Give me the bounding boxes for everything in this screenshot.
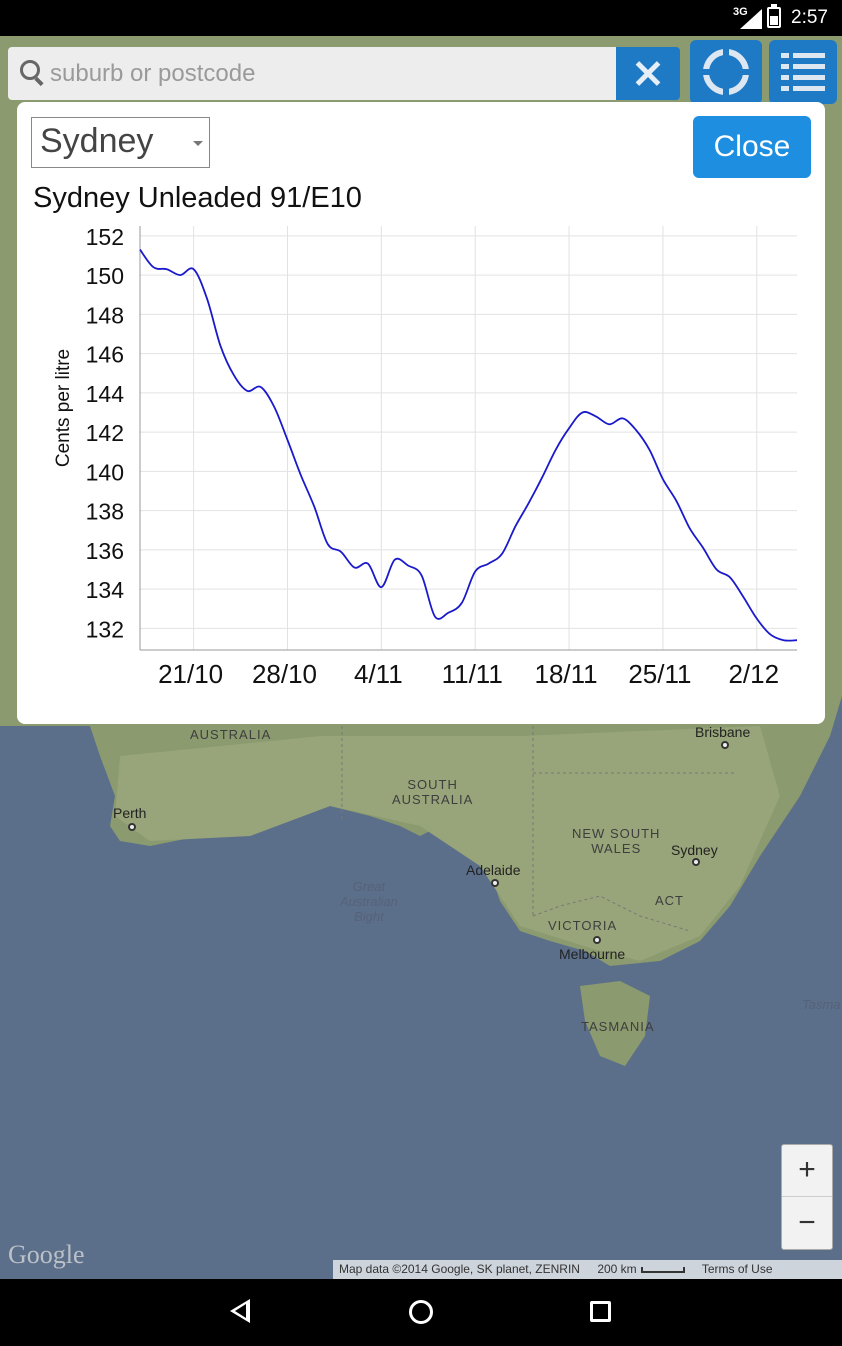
crosshair-icon <box>701 47 751 97</box>
y-tick-label: 148 <box>86 302 124 328</box>
y-tick-label: 142 <box>86 420 124 446</box>
map-dot-perth <box>128 823 136 831</box>
network-type: 3G <box>733 6 748 18</box>
map-label-new-south-wales: NEW SOUTH WALES <box>572 826 661 856</box>
zoom-in-button[interactable]: + <box>782 1145 832 1197</box>
x-tick-label: 2/12 <box>728 659 779 689</box>
scale-bar <box>640 1266 685 1273</box>
y-tick-label: 134 <box>86 577 125 603</box>
map-label-act: ACT <box>655 893 684 908</box>
map-label-western-australia: AUSTRALIA <box>190 727 272 742</box>
y-tick-label: 150 <box>86 263 124 289</box>
x-tick-label: 28/10 <box>252 659 317 689</box>
status-bar: 3G 2:57 <box>0 0 842 36</box>
navigation-bar <box>0 1279 842 1346</box>
locate-button[interactable] <box>690 40 762 104</box>
battery-icon <box>767 4 781 28</box>
signal-icon <box>740 9 762 29</box>
x-tick-label: 18/11 <box>534 659 597 689</box>
map-city-sydney[interactable]: Sydney <box>671 842 718 858</box>
dropdown-arrow-icon <box>193 141 203 146</box>
map-label-tasman: Tasma <box>802 997 841 1012</box>
terms-link[interactable]: Terms of Use <box>701 1262 773 1276</box>
x-tick-label: 4/11 <box>354 659 403 689</box>
y-axis-label: Cents per litre <box>53 349 74 467</box>
home-icon[interactable] <box>409 1300 433 1324</box>
close-button[interactable]: Close <box>693 116 811 178</box>
map-attribution: Map data ©2014 Google, SK planet, ZENRIN… <box>333 1260 842 1279</box>
map-dot-adelaide <box>491 879 499 887</box>
map-label-victoria: VICTORIA <box>548 918 618 933</box>
map-dot-sydney <box>692 858 700 866</box>
map-city-brisbane[interactable]: Brisbane <box>695 724 751 740</box>
map-label-south-australia: SOUTH AUSTRALIA <box>392 777 474 807</box>
scale-label: 200 km <box>597 1262 637 1276</box>
zoom-controls: + − <box>781 1144 833 1250</box>
map-dot-melbourne <box>593 936 601 944</box>
y-tick-label: 132 <box>86 616 124 642</box>
recents-icon[interactable] <box>590 1301 611 1322</box>
attribution-text: Map data ©2014 Google, SK planet, ZENRIN <box>339 1262 580 1276</box>
x-tick-label: 11/11 <box>442 659 503 689</box>
x-tick-label: 25/11 <box>628 659 691 689</box>
y-tick-label: 144 <box>86 381 125 407</box>
price-chart-dialog: Sydney Close Sydney Unleaded 91/E10 132 1… <box>17 102 825 724</box>
city-select[interactable]: Sydney <box>31 117 210 168</box>
price-series-line <box>139 249 798 642</box>
map-city-perth[interactable]: Perth <box>113 805 147 821</box>
list-view-button[interactable] <box>769 40 837 104</box>
clear-search-button[interactable] <box>616 47 680 100</box>
map-city-adelaide[interactable]: Adelaide <box>466 862 521 878</box>
chart-title: Sydney Unleaded 91/E10 <box>33 182 362 214</box>
search-icon <box>20 60 40 80</box>
zoom-out-button[interactable]: − <box>798 1206 816 1239</box>
y-tick-label: 136 <box>86 538 124 564</box>
price-chart: 132 134 136 138 140 142 144 146 148 150 152 21/10 28… <box>53 224 798 689</box>
back-icon[interactable] <box>230 1299 250 1323</box>
map-label-tasmania: TASMANIA <box>581 1019 655 1034</box>
y-tick-label: 140 <box>86 459 124 485</box>
google-logo: Google <box>8 1240 85 1269</box>
map-city-melbourne[interactable]: Melbourne <box>559 946 626 962</box>
y-tick-label: 146 <box>86 342 124 368</box>
y-tick-label: 152 <box>86 224 124 250</box>
y-tick-label: 138 <box>86 499 124 525</box>
x-tick-label: 21/10 <box>158 659 223 689</box>
search-input[interactable] <box>50 55 610 93</box>
map-label-great-australian-bight: Great Australian Bight <box>340 879 398 924</box>
status-time: 2:57 <box>791 7 828 28</box>
map-dot-brisbane <box>721 741 729 749</box>
